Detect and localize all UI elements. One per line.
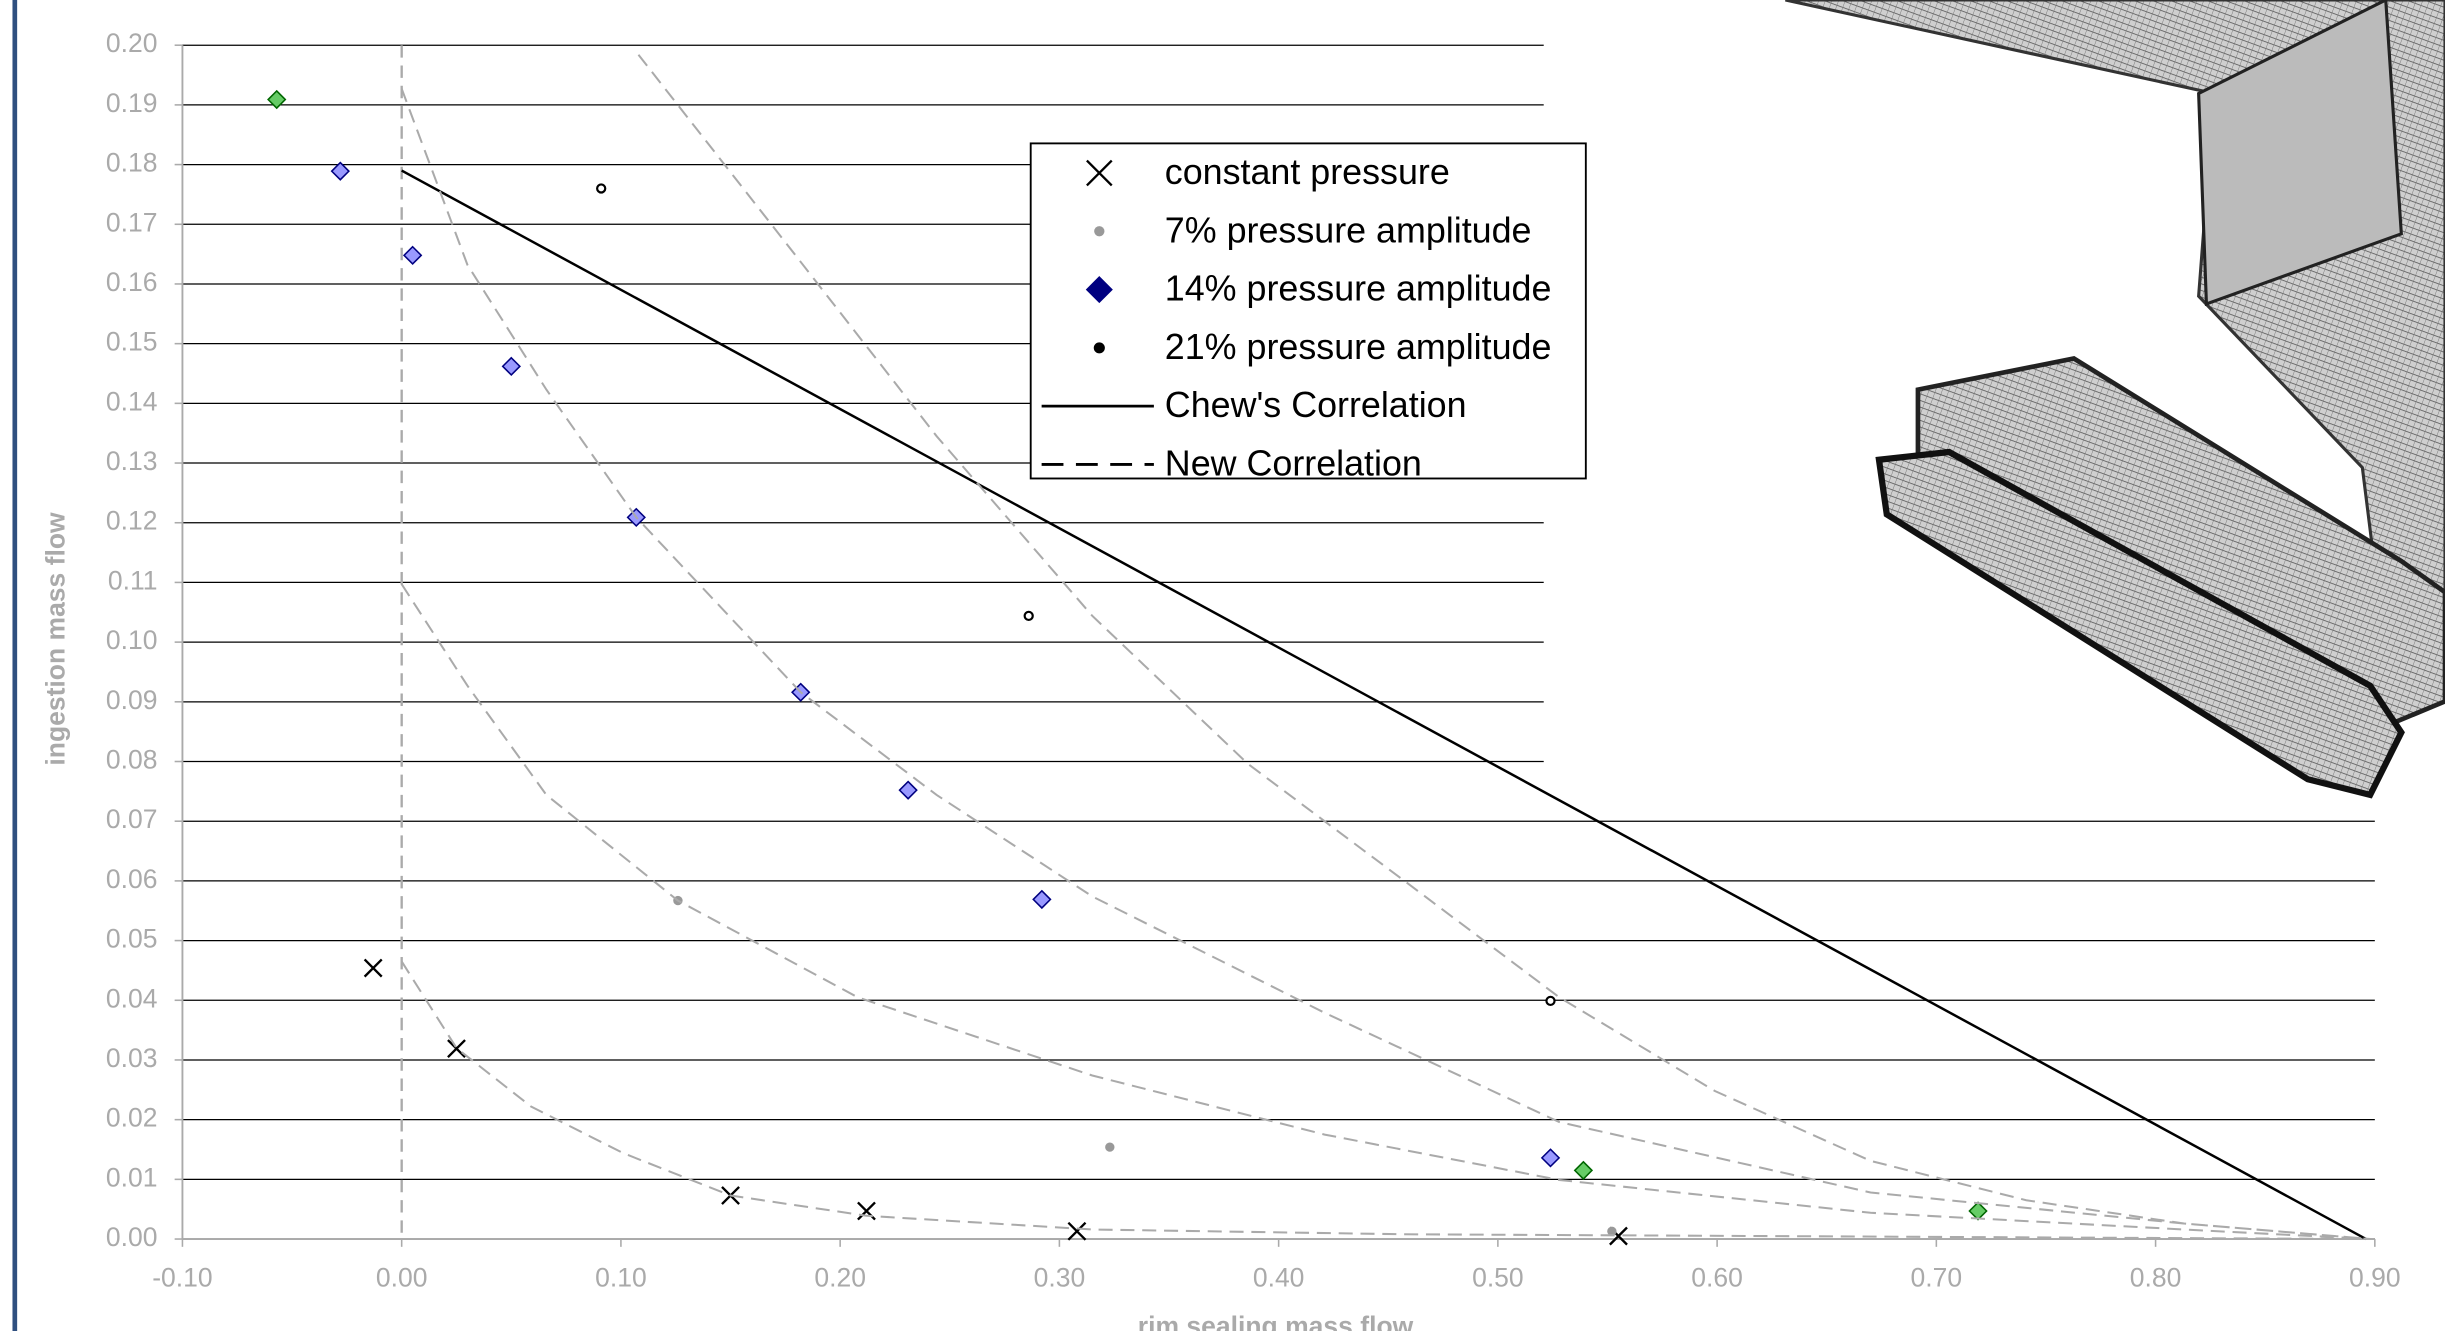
x-tick-label: 0.70 [1911, 1263, 1963, 1293]
y-tick-label: 0.12 [106, 506, 158, 536]
x-tick-label: 0.30 [1034, 1263, 1086, 1293]
data-point [900, 782, 917, 799]
y-axis-title: ingestion mass flow [41, 512, 71, 766]
x-tick-label: 0.60 [1691, 1263, 1743, 1293]
y-tick-label: 0.15 [106, 327, 158, 357]
y-tick-label: 0.02 [106, 1103, 158, 1133]
y-tick-label: 0.17 [106, 207, 158, 237]
y-tick-label: 0.03 [106, 1043, 158, 1073]
x-tick-label: 0.00 [376, 1263, 428, 1293]
legend-label: 14% pressure amplitude [1165, 269, 1552, 309]
legend-label: New Correlation [1165, 443, 1422, 483]
y-tick-label: 0.07 [106, 804, 158, 834]
legend-label: 21% pressure amplitude [1165, 327, 1552, 367]
y-tick-label: 0.10 [106, 625, 158, 655]
data-point [1546, 997, 1554, 1005]
legend: constant pressure 7% pressure amplitude 14… [1031, 143, 1586, 483]
data-point [1575, 1162, 1592, 1179]
x-tick-label: 0.80 [2130, 1263, 2182, 1293]
y-tick-label: 0.14 [106, 386, 158, 416]
legend-label: 7% pressure amplitude [1165, 210, 1532, 250]
frame-edge [12, 0, 17, 1331]
x-tick-label: 0.90 [2349, 1263, 2401, 1293]
y-tick-label: 0.01 [106, 1162, 158, 1192]
data-point [1025, 612, 1033, 620]
y-tick-label: 0.09 [106, 685, 158, 715]
y-tick-label: 0.06 [106, 864, 158, 894]
legend-label: constant pressure [1165, 152, 1450, 192]
data-point [1068, 1223, 1085, 1240]
data-point [503, 358, 520, 375]
x-tick-label: 0.40 [1253, 1263, 1305, 1293]
x-tick-label: 0.20 [814, 1263, 866, 1293]
data-point [448, 1040, 465, 1057]
y-tick-label: 0.08 [106, 745, 158, 775]
data-point [1033, 891, 1050, 908]
y-tick-label: 0.18 [106, 148, 158, 178]
legend-label: Chew's Correlation [1165, 385, 1467, 425]
y-tick-label: 0.00 [106, 1222, 158, 1252]
y-tick-label: 0.04 [106, 983, 158, 1013]
y-tick-label: 0.05 [106, 924, 158, 954]
x-axis-title: rim sealing mass flow [1138, 1311, 1414, 1331]
data-point [404, 247, 421, 264]
y-tick-label: 0.19 [106, 88, 158, 118]
data-point [597, 184, 605, 192]
x-tick-label: 0.50 [1472, 1263, 1524, 1293]
chart: constant pressure 7% pressure amplitude 14… [0, 0, 2445, 1331]
data-point [1969, 1202, 1986, 1219]
mesh-picture [1544, 0, 2445, 795]
y-tick-label: 0.20 [106, 28, 158, 58]
x-tick-label: 0.10 [595, 1263, 647, 1293]
data-point [1105, 1142, 1114, 1151]
y-tick-label: 0.16 [106, 267, 158, 297]
legend-marker [1094, 226, 1104, 236]
data-point [268, 91, 285, 108]
legend-box [1031, 143, 1586, 478]
x-tick-label: -0.10 [152, 1263, 212, 1293]
legend-marker [1095, 343, 1104, 352]
data-point [1542, 1149, 1559, 1166]
y-tick-label: 0.13 [106, 446, 158, 476]
y-tick-label: 0.11 [108, 565, 158, 595]
data-point [365, 959, 382, 976]
